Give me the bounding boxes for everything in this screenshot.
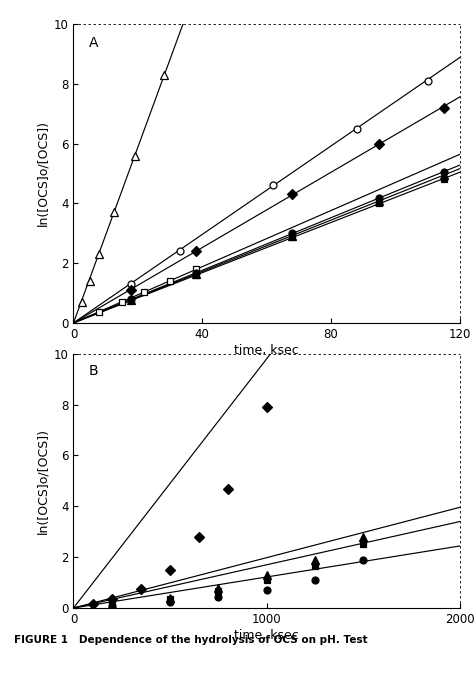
Y-axis label: ln([OCS]o/[OCS]): ln([OCS]o/[OCS])	[36, 428, 50, 534]
Text: FIGURE 1   Dependence of the hydrolysis of OCS on pH. Test: FIGURE 1 Dependence of the hydrolysis of…	[14, 635, 368, 646]
Text: A: A	[89, 36, 99, 50]
X-axis label: time, ksec: time, ksec	[234, 629, 299, 642]
Text: B: B	[89, 364, 99, 378]
X-axis label: time, ksec: time, ksec	[234, 344, 299, 357]
Y-axis label: ln([OCS]o/[OCS]): ln([OCS]o/[OCS])	[36, 120, 50, 227]
